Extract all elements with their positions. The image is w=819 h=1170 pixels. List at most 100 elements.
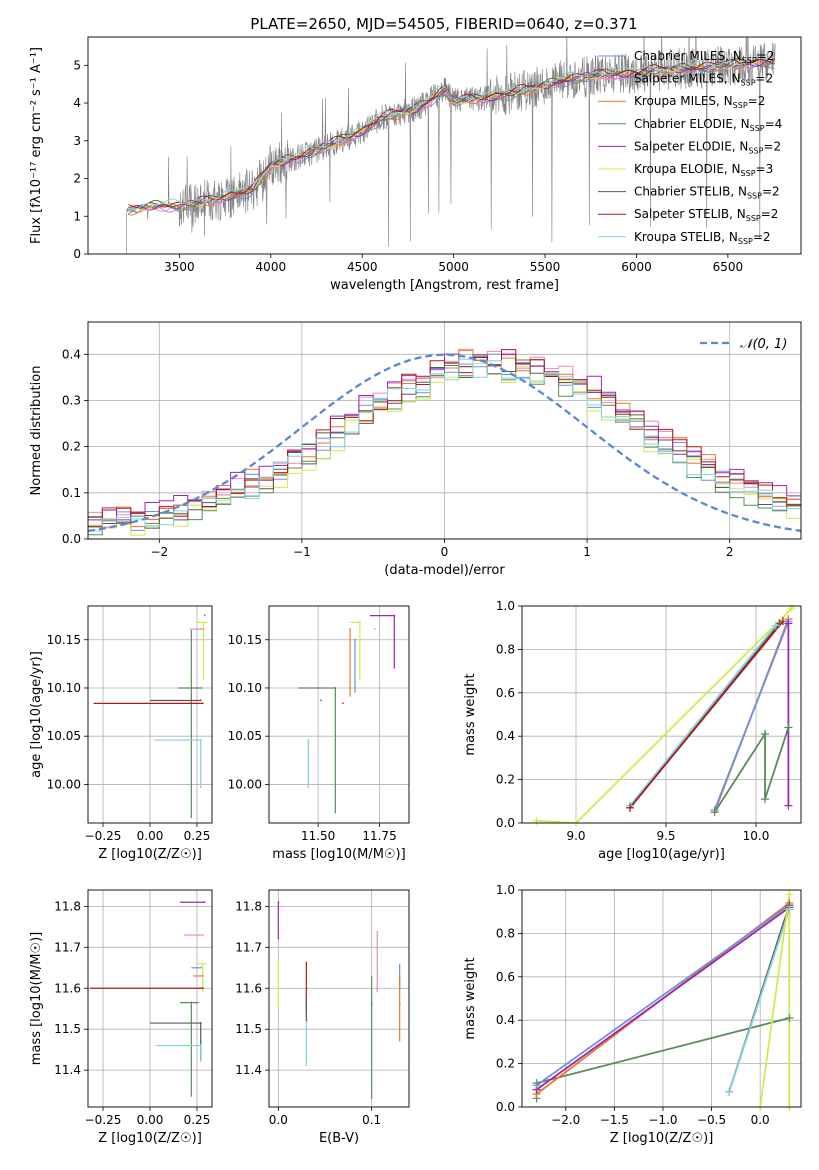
gaussian-curve — [88, 353, 801, 533]
y-tick-label: 4 — [73, 96, 81, 110]
point-marker — [761, 730, 769, 739]
x-tick-label: −1.0 — [648, 1113, 677, 1127]
y-axis-label: mass weight — [463, 673, 478, 755]
y-tick-label: 11.7 — [54, 940, 81, 954]
axes-frame — [268, 889, 410, 1108]
panel-residuals: −2 −1 0 1 2 0.0 0.1 0.2 0.3 0.4 (data-model)/error… — [29, 321, 802, 578]
series-line — [713, 620, 790, 811]
y-tick-label: 2 — [73, 172, 81, 186]
legend-label: Salpeter ELODIE, NSSP=2 — [634, 139, 781, 155]
legend-label-text: Chabrier MILES, N — [634, 49, 742, 63]
x-tick-label: −0.5 — [697, 1113, 726, 1127]
x-tick-label: 4500 — [347, 260, 378, 274]
y-tick-label: 1.0 — [496, 599, 515, 613]
y-tick-label: 0.3 — [62, 393, 81, 407]
x-tick-label: 0.0 — [269, 1113, 288, 1127]
x-tick-label: −0.25 — [85, 1113, 122, 1127]
y-tick-label: 10.15 — [47, 633, 81, 647]
x-tick-label: −2.0 — [551, 1113, 580, 1127]
legend-label-text: Salpeter MILES, N — [634, 72, 741, 86]
legend-label-count: =2 — [763, 139, 781, 153]
panel-age-vs-Z: −0.25 0.00 0.25 10.00 10.05 10.10 10.15 Z [log1… — [29, 605, 213, 862]
series-line — [629, 620, 784, 809]
legend-label: Kroupa ELODIE, NSSP=3 — [634, 162, 773, 178]
panel-age-vs-mass: 11.50 11.75 10.00 10.05 10.10 10.15 mass [log1… — [228, 605, 410, 862]
plot-area — [536, 607, 793, 823]
legend-label-text: Kroupa MILES, N — [634, 94, 733, 108]
panel-massweight-vs-age: 9.0 9.5 10.0 0.0 0.2 0.4 0.6 0.8 1.0 age [log10(a… — [463, 599, 802, 862]
x-tick-label: 0.0 — [751, 1113, 770, 1127]
y-tick-label: 0.2 — [62, 440, 81, 454]
point-marker — [785, 890, 794, 899]
x-tick-label: 0 — [441, 545, 449, 559]
panel-massweight-vs-Z: −2.0 −1.5 −1.0 −0.5 0.0 0.0 0.2 0.4 0.6 0.8 1.0 Z [… — [463, 883, 802, 1146]
x-axis-label: mass [log10(M/M☉)] — [272, 847, 405, 862]
series-line — [536, 904, 790, 1087]
axes-frame — [87, 605, 213, 824]
legend-label: Chabrier STELIB, NSSP=2 — [634, 185, 780, 201]
legend-label-sub: SSP — [741, 79, 756, 88]
legend-label-sub: SSP — [750, 124, 765, 133]
point-marker — [785, 905, 794, 914]
series-line — [536, 906, 790, 1091]
y-tick-label: 0.0 — [62, 532, 81, 546]
series-line — [728, 909, 791, 1093]
y-axis-label: mass [log10(M/M☉)] — [29, 932, 44, 1065]
x-tick-label: 0.1 — [362, 1113, 381, 1127]
x-tick-label: 0.25 — [184, 829, 211, 843]
y-tick-label: 11.4 — [235, 1063, 262, 1077]
legend-label-text: Kroupa STELIB, N — [634, 230, 738, 244]
legend-label-count: =2 — [753, 230, 771, 244]
y-tick-label: 0.8 — [496, 642, 515, 656]
legend-label-count: =2 — [762, 185, 780, 199]
x-tick-label: −2 — [150, 545, 168, 559]
legend-label-sub: SSP — [748, 146, 763, 155]
histogram-step — [88, 358, 801, 532]
axes-frame — [521, 605, 802, 824]
axes-frame — [521, 889, 802, 1108]
plot-area — [89, 901, 207, 1097]
plot-area — [126, 37, 776, 254]
point-marker — [784, 619, 793, 628]
x-tick-label: −1.5 — [600, 1113, 629, 1127]
y-tick-label: 0.0 — [496, 1100, 515, 1114]
y-tick-label: 0.1 — [62, 486, 81, 500]
x-axis-label: Z [log10(Z/Z☉)] — [98, 1131, 202, 1146]
x-tick-label: 0.25 — [184, 1113, 211, 1127]
legend-label-count: =4 — [765, 117, 783, 131]
legend-label-sub: SSP — [746, 214, 761, 223]
x-tick-label: 9.5 — [656, 829, 675, 843]
y-tick-label: 0.4 — [496, 729, 515, 743]
x-tick-label: 9.0 — [566, 829, 585, 843]
legend-label: Chabrier MILES, NSSP=2 — [634, 49, 774, 65]
x-tick-label: 0.00 — [137, 829, 164, 843]
point-marker — [710, 808, 719, 817]
y-tick-label: 11.5 — [235, 1022, 262, 1036]
model-line — [128, 60, 775, 215]
panel-spectrum: 3500 4000 4500 5000 5500 6000 6500 0 1 2 3 4 5 wavele… — [29, 36, 802, 293]
y-tick-label: 10.05 — [47, 729, 81, 743]
point-marker — [788, 604, 796, 613]
x-tick-label: 6000 — [621, 260, 652, 274]
legend-label-sub: SSP — [742, 56, 757, 65]
y-tick-label: 0.6 — [496, 970, 515, 984]
y-tick-label: 11.7 — [235, 940, 262, 954]
y-tick-label: 0.2 — [496, 773, 515, 787]
x-tick-label: 4000 — [256, 260, 287, 274]
model-line — [128, 59, 775, 216]
x-axis-label: E(B-V) — [319, 1131, 359, 1146]
legend-label: Kroupa MILES, NSSP=2 — [634, 94, 765, 110]
plot-area — [277, 901, 401, 1099]
legend-label-count: =3 — [756, 162, 774, 176]
plot-area — [298, 614, 396, 814]
legend-label-text: Salpeter STELIB, N — [634, 207, 746, 221]
series-line — [713, 727, 790, 813]
y-tick-label: 3 — [73, 134, 81, 148]
x-tick-label: 1 — [583, 545, 591, 559]
x-tick-label: 10.0 — [743, 829, 770, 843]
axes-frame — [87, 321, 802, 540]
legend-label-text: Kroupa ELODIE, N — [634, 162, 741, 176]
y-tick-label: 11.8 — [235, 899, 262, 913]
legend-label: Salpeter MILES, NSSP=2 — [634, 72, 773, 88]
point-marker — [784, 723, 793, 732]
